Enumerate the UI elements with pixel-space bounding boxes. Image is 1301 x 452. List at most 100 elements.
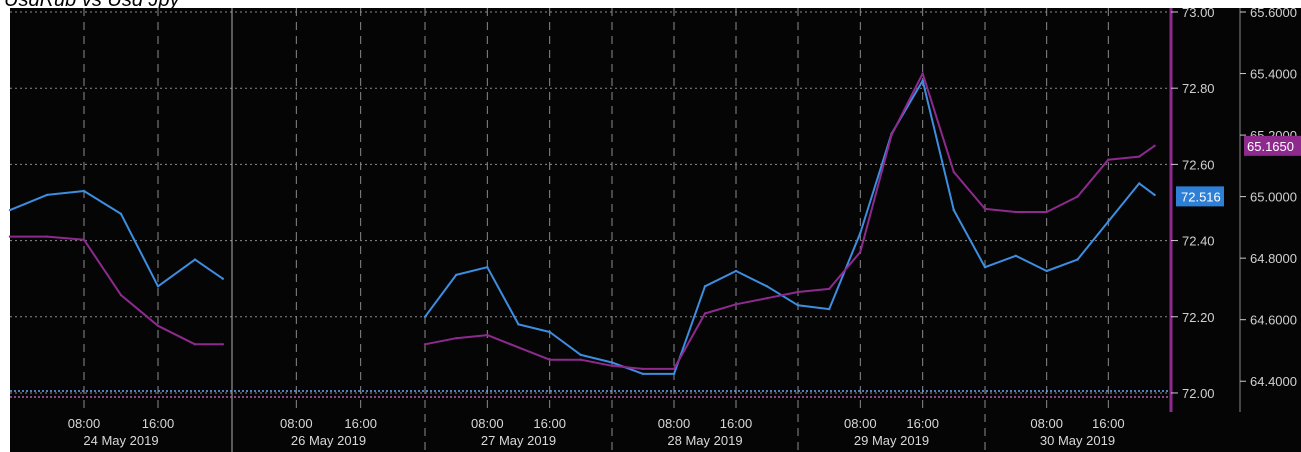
data-point-usdjpy [156, 324, 160, 327]
xtick-hour-label: 08:00 [68, 416, 101, 431]
ytick-label-left: 72.20 [1182, 310, 1215, 325]
data-point-usdrub [156, 285, 160, 288]
xtick-hour-label: 08:00 [844, 416, 877, 431]
data-point-usdrub [8, 208, 12, 212]
data-point-usdrub [82, 189, 86, 193]
data-point-usdrub [486, 266, 489, 269]
last-value-tag-usdrub [1176, 186, 1224, 207]
data-point-usdjpy [610, 364, 614, 367]
data-point-usdrub [703, 285, 707, 288]
data-point-usdjpy [221, 343, 224, 346]
xtick-hour-label: 16:00 [720, 416, 753, 431]
data-point-usdrub [1107, 220, 1110, 223]
data-point-usdrub [641, 372, 645, 376]
xtick-date-label: 29 May 2019 [854, 433, 929, 448]
data-point-usdrub [921, 79, 924, 82]
data-point-usdjpy [1138, 155, 1141, 158]
xtick-date-label: 26 May 2019 [291, 433, 366, 448]
data-point-usdjpy [1076, 195, 1079, 198]
ytick-label-left: 72.60 [1182, 157, 1215, 172]
ytick-label-right: 64.8000 [1250, 251, 1297, 266]
y-axis-band [1170, 8, 1301, 452]
ytick-label-right: 65.4000 [1250, 67, 1297, 82]
data-point-usdjpy [455, 337, 458, 340]
ytick-label-left: 73.00 [1182, 5, 1215, 20]
chart-title: UsdRub vs Usd Jpy [4, 0, 181, 11]
data-point-usdjpy [859, 250, 862, 254]
xtick-date-label: 24 May 2019 [83, 433, 158, 448]
data-point-usdrub [983, 266, 987, 269]
data-point-usdrub [221, 277, 224, 280]
xtick-hour-label: 08:00 [658, 416, 691, 431]
xtick-date-label: 28 May 2019 [667, 433, 742, 448]
data-point-usdjpy [703, 312, 707, 315]
data-point-usdjpy [672, 367, 676, 371]
data-point-usdjpy [890, 133, 893, 137]
data-point-usdrub [1014, 254, 1017, 257]
data-point-usdrub [610, 361, 614, 364]
last-value-tag-usdjpy [1244, 135, 1301, 156]
data-point-usdjpy [423, 343, 427, 346]
xtick-hour-label: 08:00 [1030, 416, 1063, 431]
data-point-usdjpy [45, 235, 49, 238]
data-point-usdjpy [1153, 144, 1156, 147]
data-point-usdrub [45, 193, 49, 197]
xtick-hour-label: 16:00 [344, 416, 377, 431]
data-point-usdjpy [119, 293, 123, 297]
data-point-usdjpy [1014, 210, 1017, 214]
ytick-label-left: 72.80 [1182, 81, 1215, 96]
data-point-usdrub [193, 258, 197, 261]
data-point-usdjpy [952, 170, 955, 174]
xtick-date-label: 30 May 2019 [1040, 433, 1115, 448]
data-point-usdrub [1045, 269, 1048, 273]
xtick-date-label: 27 May 2019 [481, 433, 556, 448]
data-point-usdjpy [796, 290, 800, 294]
last-value-label-usdrub: 72.516 [1181, 189, 1221, 204]
data-point-usdjpy [983, 207, 987, 211]
data-point-usdrub [1153, 193, 1156, 197]
data-point-usdrub [119, 212, 123, 216]
data-point-usdjpy [765, 297, 769, 300]
data-point-usdrub [859, 231, 862, 235]
data-point-usdrub [423, 315, 427, 318]
ytick-label-right: 65.0000 [1250, 190, 1297, 205]
data-point-usdjpy [641, 367, 645, 371]
data-point-usdrub [952, 208, 955, 212]
data-point-usdjpy [486, 333, 489, 337]
data-point-usdrub [672, 372, 676, 376]
data-point-usdjpy [193, 343, 197, 346]
ytick-label-right: 64.6000 [1250, 313, 1297, 328]
data-point-usdjpy [1045, 210, 1048, 214]
xtick-hour-label: 08:00 [471, 416, 504, 431]
data-point-usdjpy [828, 287, 831, 291]
data-point-usdjpy [517, 346, 520, 349]
last-value-label-usdjpy: 65.1650 [1247, 139, 1294, 154]
xtick-hour-label: 16:00 [533, 416, 566, 431]
data-point-usdjpy [921, 72, 924, 75]
data-point-usdjpy [1107, 158, 1110, 161]
ytick-label-right: 65.6000 [1250, 5, 1297, 20]
data-point-usdrub [548, 330, 551, 334]
data-point-usdrub [765, 285, 769, 288]
xtick-hour-label: 08:00 [280, 416, 313, 431]
xtick-hour-label: 16:00 [142, 416, 175, 431]
xtick-hour-label: 16:00 [1092, 416, 1125, 431]
data-point-usdrub [455, 273, 458, 277]
data-point-usdjpy [82, 238, 86, 241]
ytick-label-right: 64.4000 [1250, 374, 1297, 389]
xtick-hour-label: 16:00 [906, 416, 939, 431]
ytick-label-left: 72.40 [1182, 234, 1215, 249]
data-point-usdjpy [579, 358, 582, 361]
data-point-usdjpy [734, 303, 738, 306]
data-point-usdrub [579, 353, 582, 357]
data-point-usdrub [734, 269, 738, 273]
x-axis-band [10, 412, 1170, 452]
data-point-usdrub [796, 304, 800, 307]
data-point-usdrub [828, 307, 831, 311]
data-point-usdrub [1138, 182, 1141, 185]
data-point-usdjpy [548, 358, 551, 361]
data-point-usdrub [1076, 258, 1079, 261]
data-point-usdjpy [8, 235, 12, 238]
